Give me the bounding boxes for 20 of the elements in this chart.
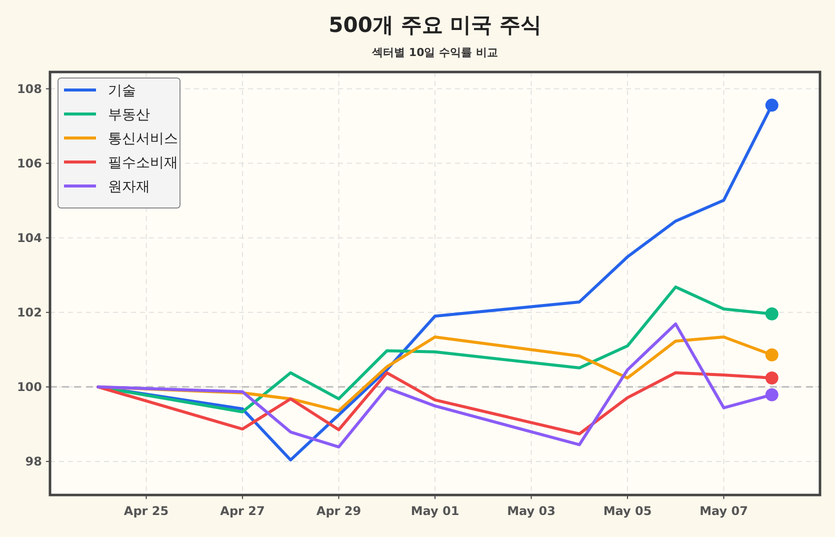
x-tick-label: May 01 (410, 504, 460, 518)
x-tick-label: May 05 (603, 504, 652, 518)
x-tick-label: May 03 (507, 504, 556, 518)
x-tick-label: Apr 29 (316, 504, 362, 518)
y-tick-label: 102 (16, 305, 42, 320)
x-tick-label: Apr 27 (220, 504, 265, 518)
x-tick-label: Apr 25 (124, 504, 169, 518)
chart-title: 500개 주요 미국 주식 (328, 13, 542, 37)
legend-label: 기술 (108, 83, 136, 99)
y-tick-label: 108 (16, 82, 42, 96)
y-tick-label: 100 (16, 380, 42, 394)
y-tick-label: 98 (25, 454, 42, 468)
x-tick-label: May 07 (700, 504, 748, 518)
legend-label: 통신서비스 (108, 131, 178, 147)
chart-subtitle: 섹터별 10일 수익률 비교 (371, 46, 498, 59)
legend-label: 부동산 (108, 107, 150, 123)
legend-label: 원자재 (108, 179, 150, 195)
legend-label: 필수소비재 (108, 155, 178, 171)
y-tick-label: 104 (16, 230, 42, 245)
y-tick-label: 106 (16, 156, 42, 170)
